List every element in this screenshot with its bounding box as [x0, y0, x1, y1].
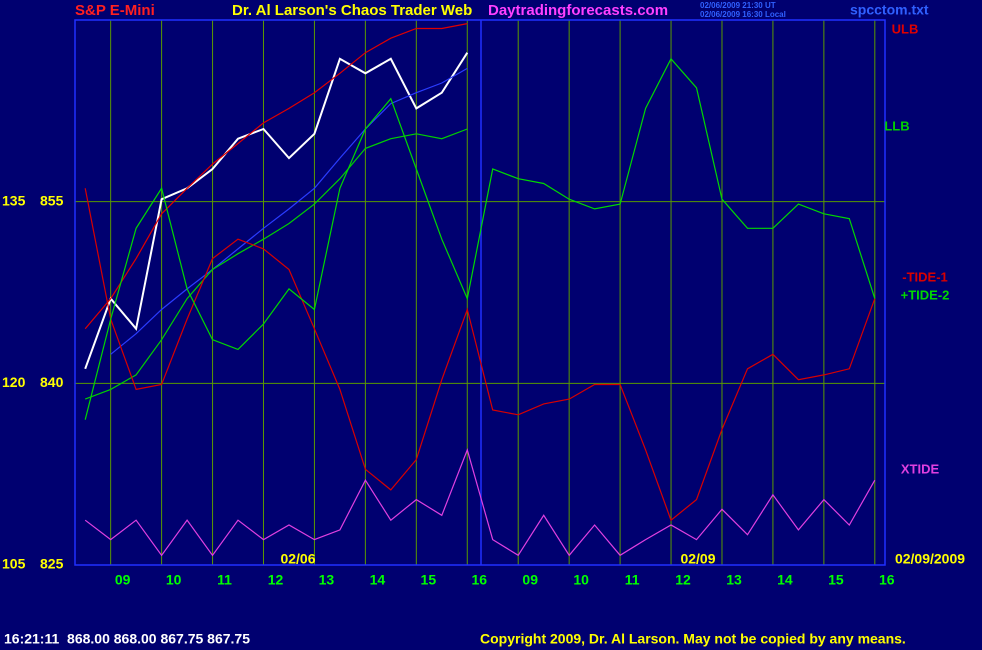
legend-label: -TIDE-1 — [902, 269, 948, 284]
x-tick-label: 12 — [268, 572, 284, 588]
x-tick-label: 09 — [115, 572, 131, 588]
series-line — [110, 67, 468, 355]
website: Daytradingforecasts.com — [488, 2, 668, 19]
footer-quote: 16:21:11 868.00 868.00 867.75 867.75 — [4, 631, 250, 647]
series-line — [84, 448, 876, 557]
x-tick-label: 13 — [319, 572, 335, 588]
legend-label: LLB — [884, 118, 909, 133]
x-tick-label: 15 — [828, 572, 844, 588]
x-tick-label: 11 — [217, 572, 232, 588]
y-tick-label: 840 — [40, 374, 64, 390]
legend-label: ULB — [892, 21, 919, 36]
legend-label: +TIDE-2 — [901, 287, 950, 302]
date-annotation: 02/09 — [680, 551, 715, 567]
series-line — [84, 128, 468, 400]
y-tick-label: 825 — [40, 556, 64, 572]
y2-tick-label: 120 — [2, 374, 26, 390]
plot-border — [74, 19, 886, 566]
x-tick-label: 16 — [879, 572, 895, 588]
y2-tick-label: 105 — [2, 556, 26, 572]
series-line — [84, 188, 876, 522]
date-annotation: 02/09/2009 — [895, 551, 965, 567]
x-tick-label: 14 — [370, 572, 386, 588]
x-tick-label: 12 — [675, 572, 691, 588]
x-tick-label: 10 — [573, 572, 589, 588]
label-layer: 825 840 855 105 120 135 09 10 11 12 13 14 15 16 09 10 11… — [2, 21, 965, 587]
x-tick-label: 11 — [625, 572, 640, 588]
x-tick-label: 09 — [522, 572, 538, 588]
x-tick-label: 10 — [166, 572, 182, 588]
x-tick-label: 13 — [726, 572, 742, 588]
series-layer — [84, 23, 876, 557]
x-tick-label: 16 — [471, 572, 487, 588]
series-line — [84, 23, 468, 330]
x-tick-label: 14 — [777, 572, 793, 588]
symbol: S&P E-Mini — [75, 2, 155, 19]
y-tick-label: 855 — [40, 192, 64, 208]
legend-label: XTIDE — [901, 461, 940, 476]
copyright: Copyright 2009, Dr. Al Larson. May not b… — [480, 631, 906, 647]
series-line — [84, 57, 876, 420]
grid-layer — [74, 19, 886, 566]
file-name: spcctom.txt — [850, 2, 929, 18]
x-tick-label: 15 — [421, 572, 437, 588]
date-annotation: 02/06 — [280, 551, 315, 567]
timestamp: 02/06/2009 16:30 Local — [700, 10, 786, 19]
y2-tick-label: 135 — [2, 192, 26, 208]
chart-title: Dr. Al Larson's Chaos Trader Web — [232, 2, 472, 19]
series-line — [84, 52, 469, 370]
timestamp: 02/06/2009 21:30 UT — [700, 1, 776, 10]
